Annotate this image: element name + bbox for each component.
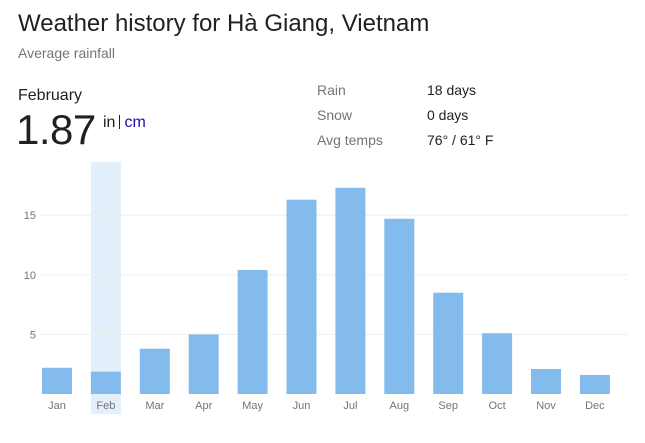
- bar-oct[interactable]: [482, 333, 513, 394]
- bar-sep[interactable]: [433, 292, 464, 394]
- stat-label: Rain: [317, 82, 346, 98]
- stat-value: 76° / 61° F: [427, 132, 494, 148]
- x-tick-label: Apr: [195, 400, 212, 412]
- x-tick-label: Nov: [536, 400, 556, 412]
- x-tick-label: Jun: [293, 400, 311, 412]
- x-tick-label: Sep: [438, 400, 458, 412]
- unit-divider: [119, 115, 121, 129]
- stat-value: 0 days: [427, 107, 469, 123]
- stats-table: Rain 18 days Snow 0 days Avg temps 76° / 61…: [317, 82, 493, 157]
- stat-row-avg-temps: Avg temps 76° / 61° F: [317, 132, 493, 157]
- bar-jul[interactable]: [335, 187, 366, 394]
- y-tick-label: 15: [24, 210, 36, 222]
- stat-label: Snow: [317, 107, 353, 123]
- bar-may[interactable]: [237, 270, 268, 394]
- bar-jun[interactable]: [286, 199, 317, 394]
- page-title: Weather history for Hà Giang, Vietnam: [18, 10, 430, 37]
- stat-value: 18 days: [427, 82, 477, 98]
- bar-apr[interactable]: [188, 334, 219, 394]
- bar-mar[interactable]: [139, 348, 170, 394]
- bar-aug[interactable]: [384, 218, 415, 394]
- x-tick-label: Dec: [585, 400, 605, 412]
- x-tick-label: Aug: [390, 400, 410, 412]
- bar-nov[interactable]: [531, 368, 561, 394]
- x-tick-label: Jul: [343, 400, 357, 412]
- x-tick-label: Jan: [48, 400, 66, 412]
- stat-row-snow: Snow 0 days: [317, 107, 493, 132]
- bar-dec[interactable]: [579, 374, 610, 394]
- bar-jan[interactable]: [42, 367, 72, 394]
- x-tick-label: Feb: [96, 400, 115, 412]
- x-tick-label: May: [242, 400, 263, 412]
- selected-month: February: [18, 87, 83, 104]
- unit-centimeters-link[interactable]: cm: [124, 114, 146, 131]
- unit-toggle: in cm: [103, 114, 146, 132]
- stat-row-rain: Rain 18 days: [317, 82, 493, 107]
- page-subtitle: Average rainfall: [18, 45, 116, 61]
- stat-label: Avg temps: [317, 132, 383, 148]
- y-tick-label: 5: [30, 329, 36, 341]
- x-tick-label: Mar: [145, 400, 164, 412]
- bar-feb[interactable]: [90, 371, 121, 394]
- unit-inches: in: [103, 114, 116, 131]
- x-tick-label: Oct: [489, 400, 506, 412]
- y-tick-label: 10: [24, 270, 36, 282]
- selected-rainfall-value: 1.87: [16, 106, 96, 153]
